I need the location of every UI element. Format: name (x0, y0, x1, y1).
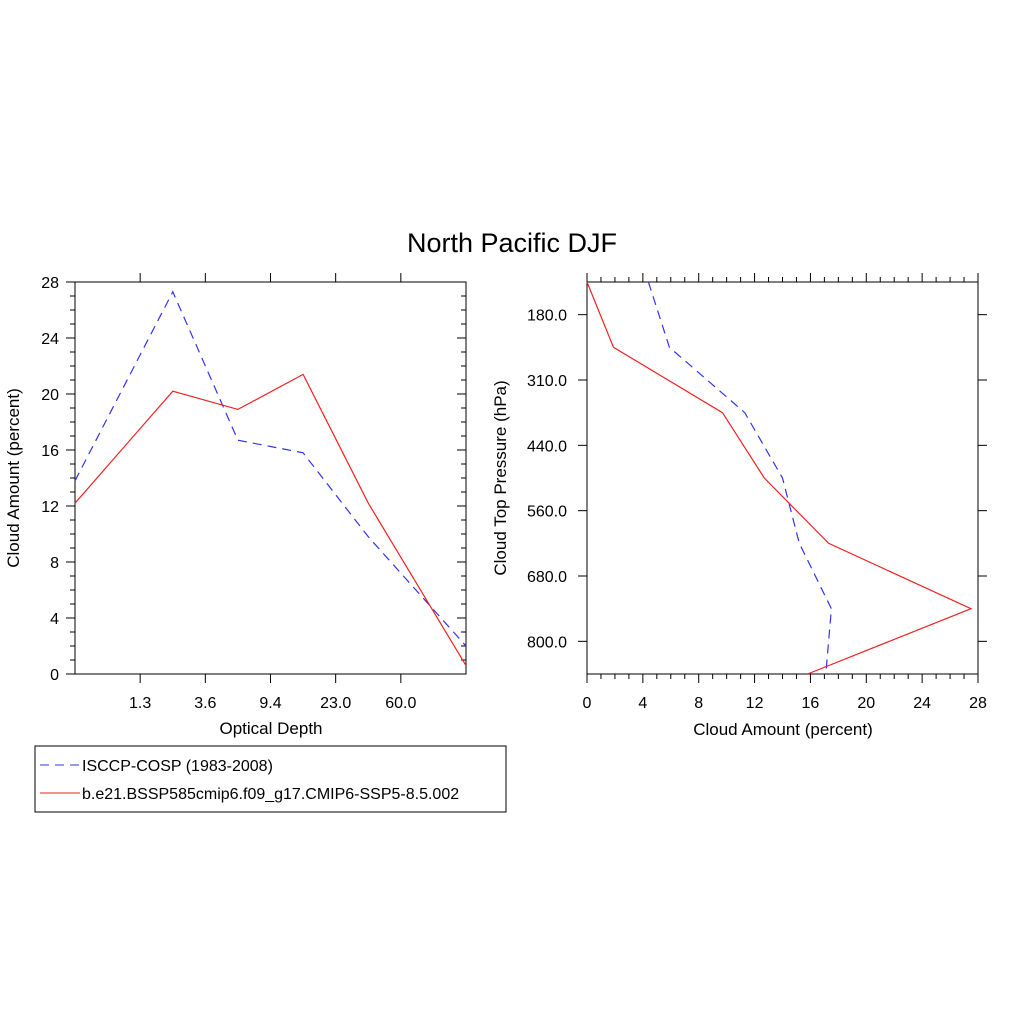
right-x-tick-label: 20 (857, 695, 875, 712)
right-panel: 0 4 8 12 16 20 24 28 180.0 310.0 440.0 560.0 680.0 80… (491, 273, 987, 739)
left-y-tick-label: 20 (41, 387, 59, 404)
left-y-axis-label: Cloud Amount (percent) (4, 388, 23, 568)
left-x-axis-label: Optical Depth (220, 719, 323, 738)
left-panel: 0 4 8 12 16 20 24 28 1.3 3.6 9.4 23.0 60.0 Optical D… (4, 273, 467, 738)
left-y-tick-label: 0 (50, 667, 59, 684)
right-y-tick-label: 800.0 (527, 634, 567, 651)
right-y-tick-label: 310.0 (527, 373, 567, 390)
left-y-tick-label: 12 (41, 499, 59, 516)
right-series-model-line (586, 281, 973, 675)
left-y-tick-label: 16 (41, 443, 59, 460)
left-y-tick-label: 4 (50, 611, 59, 628)
right-x-tick-label: 4 (638, 695, 647, 712)
left-y-tick-label: 8 (50, 555, 59, 572)
right-ticks: 0 4 8 12 16 20 24 28 180.0 310.0 440.0 560.0 680.0 80… (527, 273, 987, 712)
left-x-tick-label: 9.4 (259, 695, 281, 712)
legend: ISCCP-COSP (1983-2008) b.e21.BSSP585cmip… (34, 745, 507, 813)
right-x-tick-label: 16 (802, 695, 820, 712)
chart-title: North Pacific DJF (407, 228, 617, 258)
left-x-tick-label: 60.0 (385, 695, 416, 712)
right-y-tick-label: 440.0 (527, 438, 567, 455)
right-series (586, 281, 973, 675)
right-x-tick-label: 12 (746, 695, 764, 712)
legend-label-obs: ISCCP-COSP (1983-2008) (82, 758, 273, 775)
right-series-obs-line (647, 281, 833, 675)
right-y-tick-label: 180.0 (527, 308, 567, 325)
left-ticks: 0 4 8 12 16 20 24 28 1.3 3.6 9.4 23.0 60.0 (41, 273, 466, 712)
left-series-model-line (74, 373, 467, 666)
right-x-tick-label: 24 (913, 695, 931, 712)
left-x-tick-label: 3.6 (194, 695, 216, 712)
right-x-tick-label: 28 (969, 695, 987, 712)
right-y-axis-label: Cloud Top Pressure (hPa) (491, 380, 510, 575)
left-x-tick-label: 23.0 (320, 695, 351, 712)
right-x-axis-label: Cloud Amount (percent) (693, 720, 873, 739)
left-y-tick-label: 28 (41, 275, 59, 292)
left-series (74, 290, 467, 666)
left-series-obs-line (74, 290, 467, 647)
right-x-tick-label: 8 (694, 695, 703, 712)
left-y-tick-label: 24 (41, 331, 59, 348)
right-y-tick-label: 560.0 (527, 504, 567, 521)
right-y-tick-label: 680.0 (527, 569, 567, 586)
legend-box (34, 745, 507, 813)
left-x-tick-label: 1.3 (129, 695, 151, 712)
left-plot-frame (74, 281, 467, 675)
right-x-tick-label: 0 (583, 695, 592, 712)
legend-label-model: b.e21.BSSP585cmip6.f09_g17.CMIP6-SSP5-8.… (82, 786, 459, 803)
